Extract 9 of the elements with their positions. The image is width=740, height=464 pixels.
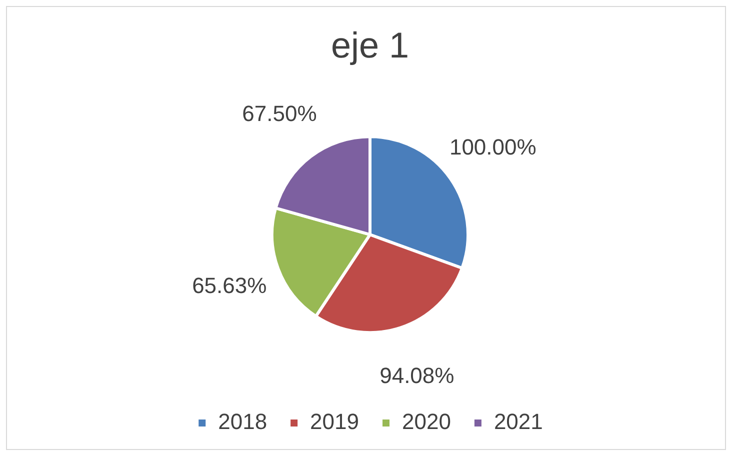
data-label: 94.08% (380, 363, 454, 388)
legend-label: 2018 (218, 409, 268, 434)
data-label: 100.00% (449, 134, 536, 160)
data-label: 67.50% (242, 101, 317, 126)
legend-label: 2019 (310, 409, 360, 434)
legend-label: 2021 (494, 409, 543, 434)
legend-label: 2020 (402, 409, 451, 434)
data-label: 65.63% (192, 272, 267, 298)
chart-title: eje 1 (330, 24, 410, 66)
